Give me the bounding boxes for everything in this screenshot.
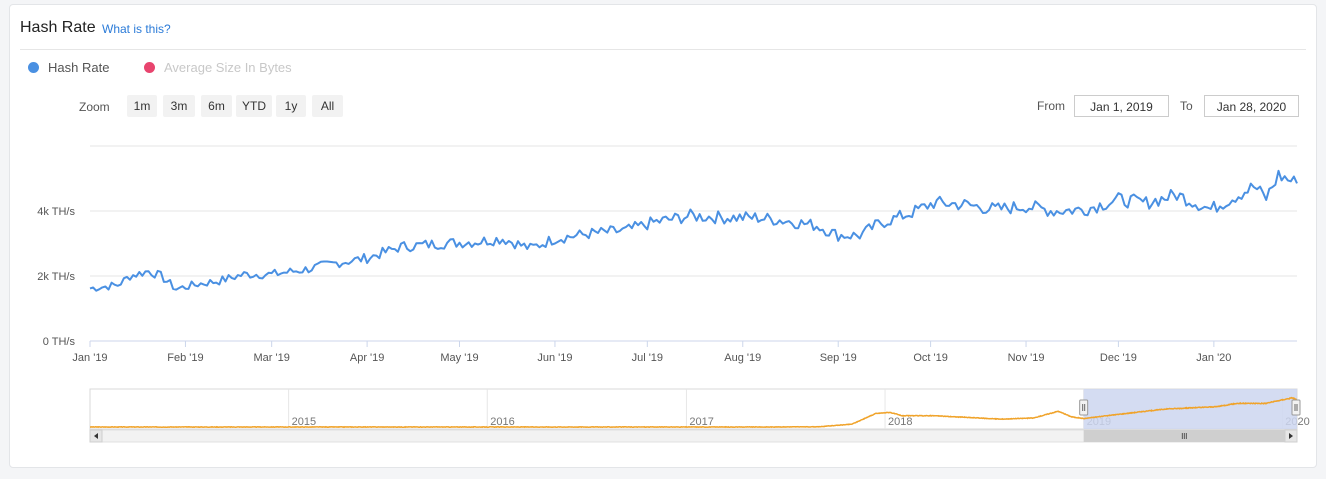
x-tick-label: Sep '19 — [820, 352, 857, 364]
navigator-selection[interactable] — [1083, 389, 1297, 429]
navigator-year-label: 2016 — [490, 416, 514, 428]
navigator-year-label: 2017 — [689, 416, 713, 428]
x-tick-label: Jun '19 — [537, 352, 572, 364]
scroll-right-button[interactable] — [1284, 429, 1298, 443]
arrow-left-icon — [94, 433, 98, 439]
legend-dot-icon — [144, 62, 155, 73]
card-header: Hash Rate What is this? — [20, 15, 1306, 50]
zoom-button-ytd[interactable]: YTD — [236, 95, 272, 117]
legend-item-hash-rate[interactable]: Hash Rate — [28, 60, 109, 75]
x-tick-label: Apr '19 — [350, 352, 385, 364]
to-label: To — [1180, 99, 1193, 113]
handle-body — [1291, 399, 1301, 416]
x-tick-label: Mar '19 — [253, 352, 289, 364]
arrow-right-icon — [1289, 433, 1293, 439]
scroll-left-button[interactable] — [89, 429, 103, 443]
to-date-input[interactable]: Jan 28, 2020 — [1204, 95, 1299, 117]
zoom-label: Zoom — [79, 100, 110, 114]
navigator-left-handle[interactable] — [1079, 399, 1089, 416]
legend-label: Average Size In Bytes — [164, 60, 292, 75]
zoom-button-6m[interactable]: 6m — [201, 95, 232, 117]
x-tick-label: May '19 — [440, 352, 478, 364]
x-tick-label: Aug '19 — [724, 352, 761, 364]
legend-label: Hash Rate — [48, 60, 110, 75]
zoom-button-1y[interactable]: 1y — [276, 95, 306, 117]
legend-item-average-size[interactable]: Average Size In Bytes — [144, 60, 292, 75]
navigator-year-label: 2018 — [888, 416, 912, 428]
x-tick-label: Dec '19 — [1100, 352, 1137, 364]
x-tick-label: Nov '19 — [1008, 352, 1045, 364]
handle-body — [1079, 399, 1089, 416]
navigator-year-label: 2015 — [292, 416, 316, 428]
x-tick-label: Feb '19 — [167, 352, 203, 364]
zoom-button-3m[interactable]: 3m — [163, 95, 195, 117]
from-date-input[interactable]: Jan 1, 2019 — [1074, 95, 1169, 117]
zoom-button-1m[interactable]: 1m — [127, 95, 157, 117]
zoom-button-all[interactable]: All — [312, 95, 343, 117]
navigator-series-line — [90, 396, 1298, 429]
legend-dot-icon — [28, 62, 39, 73]
card-title: Hash Rate — [20, 19, 96, 36]
series-line-hash-rate[interactable] — [89, 169, 1298, 292]
what-is-this-link[interactable]: What is this? — [102, 22, 171, 36]
navigator-right-handle[interactable] — [1291, 399, 1301, 416]
x-tick-label: Jan '20 — [1196, 352, 1231, 364]
from-label: From — [1037, 99, 1065, 113]
y-tick-label: 0 TH/s — [43, 336, 76, 348]
y-tick-label: 4k TH/s — [37, 206, 75, 218]
x-tick-label: Jul '19 — [632, 352, 663, 364]
x-tick-label: Oct '19 — [913, 352, 948, 364]
y-tick-label: 2k TH/s — [37, 271, 75, 283]
x-tick-label: Jan '19 — [72, 352, 107, 364]
